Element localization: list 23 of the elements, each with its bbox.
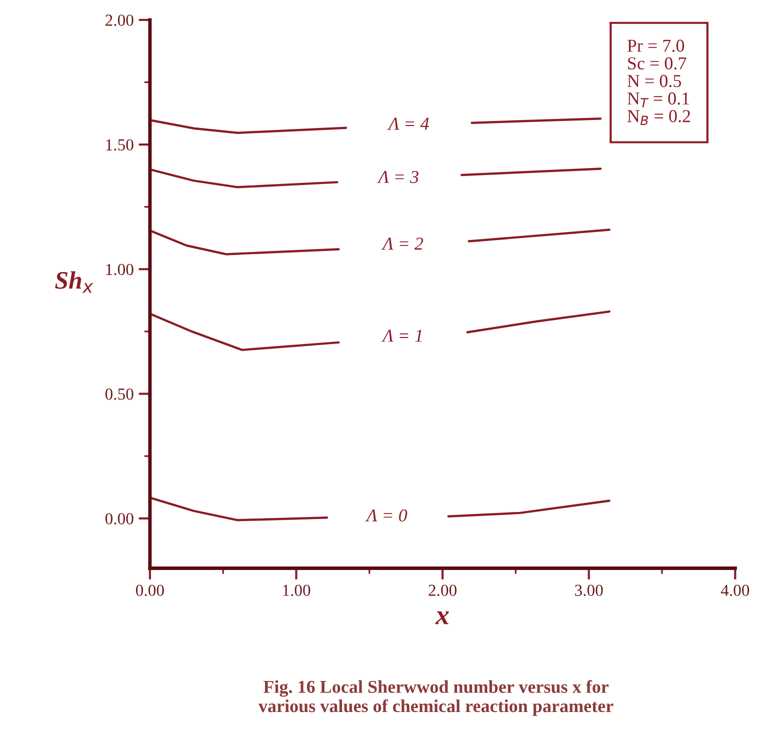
- y-tick-label: 0.00: [105, 513, 134, 524]
- annotation: Pr = 7.0: [627, 40, 684, 52]
- y-tick-label: 1.50: [106, 139, 134, 151]
- annotation: Sc = 0.7: [628, 57, 686, 70]
- y-tick-label: 0.50: [105, 388, 134, 400]
- x-tick-label: 1.00: [283, 584, 310, 596]
- x-tick-label: 2.00: [428, 584, 456, 596]
- annotation: N = 0.5: [627, 74, 682, 88]
- y-tick-label: 1.00: [106, 264, 134, 276]
- y-axis-title: Sh$_{x}$: [55, 271, 94, 293]
- text: Λ = 2: [381, 238, 424, 250]
- x-axis-title: x: [435, 611, 449, 624]
- caption: Fig. 16 Local Sherwwod number versus x for various values of chemical reaction parameter: [258, 680, 614, 716]
- text: Λ = 0: [365, 509, 408, 522]
- text: Λ = 3: [376, 170, 418, 184]
- x-tick-label: 4.00: [720, 584, 750, 596]
- text: Λ = 4: [387, 118, 429, 130]
- y-tick-label: 2.00: [106, 14, 134, 26]
- text: Λ = 1: [381, 330, 422, 342]
- annotation: N$_{T}$ = 0.1: [627, 92, 690, 108]
- x-tick-label: 3.00: [575, 584, 603, 596]
- annotation: N$_{B}$ = 0.2: [627, 110, 690, 126]
- x-tick-label: 0.00: [136, 584, 164, 596]
